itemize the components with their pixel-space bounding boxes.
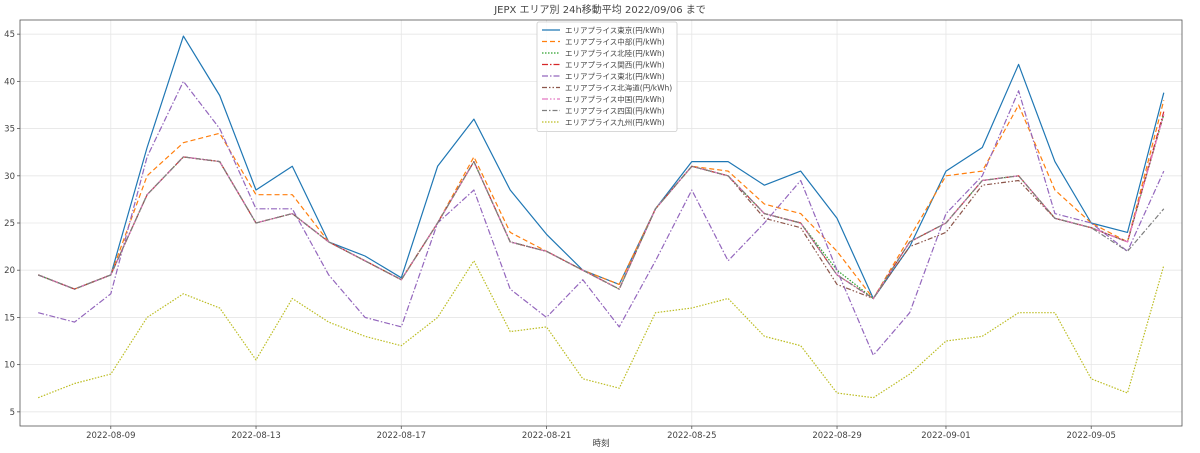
y-tick-label: 15 (4, 313, 15, 323)
y-tick-label: 40 (4, 77, 15, 87)
series-line (37, 260, 1165, 399)
series-line (37, 114, 1165, 300)
y-tick-label: 25 (4, 219, 15, 229)
series-lines (37, 35, 1165, 399)
legend-entry: エリアプライス北陸(円/kWh) (565, 48, 665, 58)
series-line (37, 114, 1165, 300)
x-tick-label: 2022-09-05 (1067, 431, 1116, 441)
series-line (37, 35, 1165, 300)
legend-entry: エリアプライス東北(円/kWh) (565, 71, 665, 81)
legend-entry: エリアプライス中部(円/kWh) (565, 37, 665, 47)
series-line (37, 156, 1165, 300)
x-axis-label: 時刻 (592, 438, 609, 449)
y-tick-label: 30 (4, 172, 15, 182)
x-tick-label: 2022-08-29 (812, 431, 861, 441)
grid (20, 20, 1182, 426)
series-line (37, 100, 1165, 300)
chart-title: JEPX エリア別 24h移動平均 2022/09/06 まで (493, 3, 706, 16)
x-tick-label: 2022-09-01 (921, 431, 970, 441)
y-tick-label: 35 (4, 125, 15, 135)
legend-entry: エリアプライス中国(円/kWh) (565, 94, 665, 104)
legend-box (536, 21, 678, 132)
series-line (38, 80, 1165, 356)
legend-entry: エリアプライス北海道(円/kWh) (565, 83, 672, 93)
x-tick-label: 2022-08-21 (522, 431, 571, 441)
y-axis: 5 10 15 20 25 30 35 40 45 (4, 30, 20, 418)
x-tick-label: 2022-08-25 (667, 431, 716, 441)
y-tick-label: 45 (4, 30, 15, 40)
y-tick-label: 5 (10, 408, 15, 418)
y-tick-label: 10 (4, 361, 15, 371)
y-tick-label: 20 (4, 266, 15, 276)
x-tick-label: 2022-08-17 (377, 431, 426, 441)
legend-entry: エリアプライス九州(円/kWh) (565, 118, 665, 127)
legend-entry: エリアプライス東京(円/kWh) (565, 25, 665, 35)
legend-entry: エリアプライス四国(円/kWh) (565, 107, 665, 116)
x-axis: 2022-08-09 2022-08-13 2022-08-17 2022-08-21… (86, 426, 1116, 441)
legend-entry: エリアプライス関西(円/kWh) (565, 61, 665, 70)
legend: エリアプライス東京(円/kWh)エリアプライス中部(円/kWh)エリアプライス北… (536, 21, 678, 132)
x-tick-label: 2022-08-09 (86, 431, 135, 441)
x-tick-label: 2022-08-13 (231, 431, 280, 441)
series-line (37, 114, 1165, 300)
